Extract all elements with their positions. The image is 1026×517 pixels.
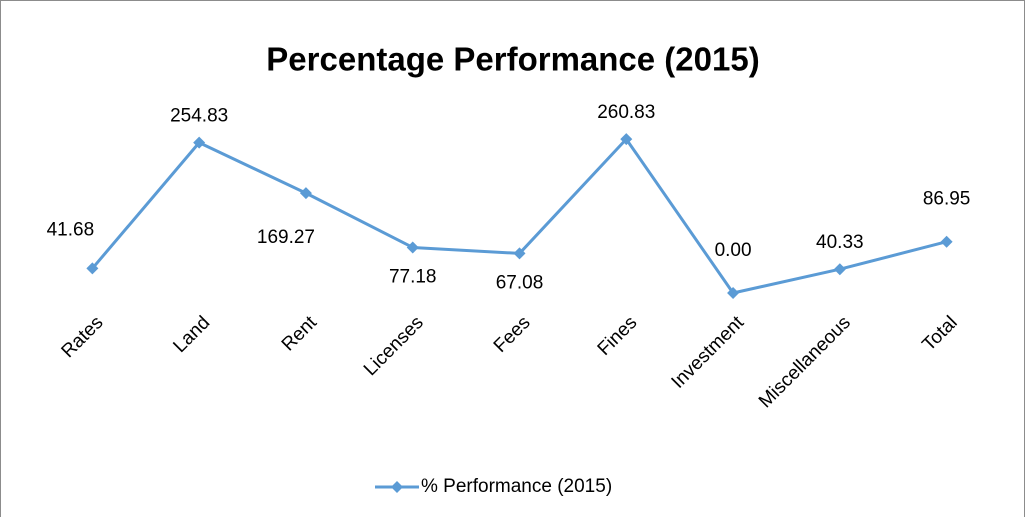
data-point <box>406 241 419 254</box>
legend-label: % Performance (2015) <box>421 476 612 497</box>
data-point <box>727 287 740 299</box>
data-label: 41.68 <box>47 219 95 240</box>
data-point <box>833 263 846 276</box>
data-label: 0.00 <box>715 240 752 261</box>
data-point <box>86 262 99 275</box>
data-point <box>940 235 953 248</box>
data-point <box>620 133 633 146</box>
data-point <box>513 247 526 260</box>
data-label: 67.08 <box>496 272 544 293</box>
data-point <box>299 187 312 200</box>
data-label: 40.33 <box>816 232 864 253</box>
legend-marker <box>391 481 403 493</box>
chart-title: Percentage Performance (2015) <box>266 41 759 78</box>
data-label: 254.83 <box>170 106 228 127</box>
data-label: 169.27 <box>257 227 315 248</box>
data-label: 77.18 <box>389 266 437 287</box>
data-label: 260.83 <box>597 102 655 123</box>
data-label: 86.95 <box>923 189 971 210</box>
data-point <box>193 136 206 149</box>
